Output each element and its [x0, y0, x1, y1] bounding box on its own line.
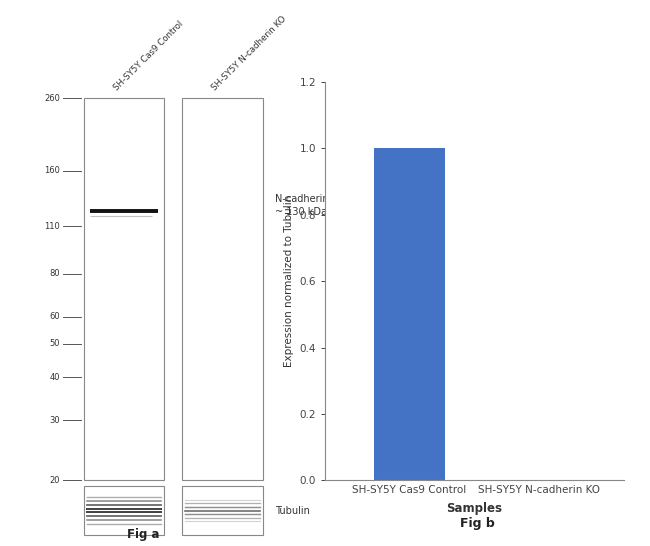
- Text: 260: 260: [44, 94, 60, 103]
- Text: 60: 60: [49, 312, 60, 321]
- Bar: [374, 149, 445, 480]
- Text: 20: 20: [49, 476, 60, 485]
- Text: 50: 50: [49, 340, 60, 348]
- Text: Fig b: Fig b: [460, 517, 495, 530]
- X-axis label: Samples: Samples: [447, 502, 502, 515]
- Text: 30: 30: [49, 416, 60, 425]
- Bar: [183, 486, 263, 535]
- Bar: [183, 98, 263, 480]
- Text: SH-SY5Y N-cadherin KO: SH-SY5Y N-cadherin KO: [211, 15, 289, 93]
- Text: Tubulin: Tubulin: [275, 506, 310, 515]
- Y-axis label: Expression normalized to Tubulin: Expression normalized to Tubulin: [284, 195, 294, 367]
- Bar: [84, 486, 164, 535]
- Text: 40: 40: [49, 373, 60, 382]
- Text: SH-SY5Y Cas9 Control: SH-SY5Y Cas9 Control: [112, 20, 185, 93]
- Text: Fig a: Fig a: [127, 527, 160, 541]
- Text: 160: 160: [44, 166, 60, 175]
- Text: N-cadherin
~ 130 kDa: N-cadherin ~ 130 kDa: [275, 194, 329, 217]
- Text: 80: 80: [49, 269, 60, 278]
- Bar: [84, 98, 164, 480]
- Text: 110: 110: [44, 222, 60, 231]
